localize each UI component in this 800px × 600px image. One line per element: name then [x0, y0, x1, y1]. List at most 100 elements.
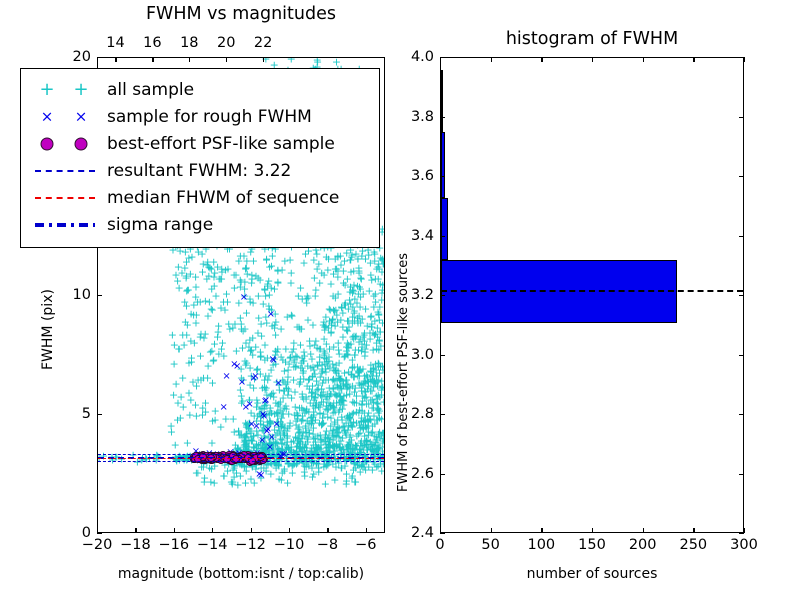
- data-point-all-sample: +: [241, 427, 251, 441]
- data-point-all-sample: +: [321, 352, 331, 366]
- data-point-all-sample: +: [316, 438, 326, 452]
- data-point-all-sample: +: [289, 336, 299, 350]
- data-point-all-sample: +: [277, 417, 287, 431]
- data-point-all-sample: +: [373, 359, 384, 373]
- data-point-all-sample: +: [310, 289, 320, 303]
- data-point-all-sample: +: [261, 253, 272, 267]
- data-point-all-sample: +: [274, 449, 284, 463]
- axis-tick: [739, 414, 744, 416]
- data-point-all-sample: +: [341, 340, 352, 354]
- data-point-all-sample: +: [303, 313, 313, 327]
- data-point-all-sample: +: [171, 453, 182, 467]
- data-point-all-sample: +: [341, 388, 352, 402]
- data-point-all-sample: +: [339, 350, 349, 364]
- legend-entry-1[interactable]: × × sample for rough FWHM: [29, 103, 371, 130]
- histogram-bar[interactable]: [441, 69, 443, 133]
- data-point-all-sample: +: [297, 452, 307, 466]
- data-point-all-sample: +: [364, 440, 374, 454]
- data-point-all-sample: +: [261, 457, 271, 471]
- data-point-all-sample: +: [329, 361, 339, 375]
- data-point-all-sample: +: [282, 429, 293, 443]
- data-point-all-sample: +: [375, 449, 384, 463]
- data-point-all-sample: +: [299, 440, 310, 454]
- data-point-all-sample: +: [304, 426, 315, 440]
- data-point-all-sample: +: [286, 440, 296, 454]
- data-point-all-sample: +: [326, 277, 336, 291]
- data-point-all-sample: +: [375, 360, 384, 374]
- data-point-all-sample: +: [320, 357, 330, 371]
- data-point-all-sample: +: [354, 418, 365, 432]
- data-point-all-sample: +: [346, 250, 357, 264]
- legend-entry-3[interactable]: resultant FWHM: 3.22: [29, 157, 371, 184]
- histogram-bar[interactable]: [441, 132, 446, 198]
- data-point-all-sample: +: [346, 337, 356, 351]
- data-point-all-sample: +: [319, 344, 329, 358]
- data-point-all-sample: +: [333, 413, 343, 427]
- data-point-all-sample: +: [285, 350, 296, 364]
- data-point-all-sample: +: [302, 402, 312, 416]
- legend-entry-5[interactable]: sigma range: [29, 211, 371, 238]
- data-point-all-sample: +: [309, 444, 320, 458]
- data-point-all-sample: +: [321, 437, 331, 451]
- plot-legend[interactable]: + + all sample × × sample for rough FWHM best-…: [20, 68, 380, 248]
- data-point-all-sample: +: [347, 286, 358, 300]
- data-point-all-sample: +: [200, 294, 210, 308]
- data-point-all-sample: +: [370, 457, 380, 471]
- data-point-all-sample: +: [325, 438, 335, 452]
- data-point-all-sample: +: [304, 405, 314, 419]
- data-point-all-sample: +: [302, 444, 312, 458]
- data-point-all-sample: +: [341, 467, 352, 481]
- data-point-all-sample: +: [336, 461, 346, 475]
- data-point-all-sample: +: [256, 433, 267, 447]
- data-point-all-sample: +: [344, 439, 354, 453]
- data-point-all-sample: +: [328, 373, 338, 387]
- data-point-all-sample: +: [347, 442, 357, 456]
- data-point-all-sample: +: [292, 440, 302, 454]
- data-point-all-sample: +: [246, 426, 256, 440]
- data-point-all-sample: +: [320, 320, 330, 334]
- data-point-all-sample: +: [324, 381, 334, 395]
- data-point-all-sample: +: [309, 253, 319, 267]
- data-point-rough-sample: ×: [241, 401, 251, 413]
- data-point-all-sample: +: [285, 351, 295, 365]
- data-point-all-sample: +: [259, 444, 270, 458]
- data-point-all-sample: +: [369, 380, 379, 394]
- data-point-all-sample: +: [261, 464, 271, 478]
- legend-entry-2[interactable]: best-effort PSF-like sample: [29, 130, 371, 157]
- histogram-plot-area[interactable]: [440, 57, 744, 533]
- data-point-all-sample: +: [170, 438, 180, 452]
- data-point-all-sample: +: [351, 329, 361, 343]
- data-point-all-sample: +: [234, 254, 244, 268]
- data-point-all-sample: +: [323, 373, 333, 387]
- data-point-all-sample: +: [305, 444, 315, 458]
- data-point-all-sample: +: [359, 438, 370, 452]
- data-point-all-sample: +: [212, 260, 223, 273]
- data-point-all-sample: +: [364, 379, 374, 393]
- data-point-all-sample: +: [182, 436, 192, 450]
- data-point-all-sample: +: [265, 414, 275, 428]
- data-point-all-sample: +: [357, 378, 367, 392]
- data-point-all-sample: +: [312, 358, 323, 371]
- data-point-all-sample: +: [335, 249, 345, 263]
- data-point-all-sample: +: [330, 428, 340, 442]
- data-point-all-sample: +: [257, 381, 267, 395]
- legend-entry-0[interactable]: + + all sample: [29, 76, 371, 103]
- data-point-all-sample: +: [285, 253, 295, 267]
- data-point-all-sample: +: [360, 463, 371, 477]
- data-point-all-sample: +: [294, 420, 304, 434]
- data-point-all-sample: +: [326, 411, 336, 425]
- data-point-all-sample: +: [284, 357, 294, 371]
- legend-entry-4[interactable]: median FHWM of sequence: [29, 184, 371, 211]
- data-point-all-sample: +: [368, 343, 378, 357]
- data-point-all-sample: +: [332, 440, 342, 454]
- data-point-all-sample: +: [257, 438, 268, 452]
- histogram-bar[interactable]: [441, 197, 449, 261]
- data-point-all-sample: +: [366, 384, 376, 398]
- data-point-all-sample: +: [218, 295, 229, 309]
- data-point-all-sample: +: [360, 342, 370, 356]
- data-point-all-sample: +: [345, 411, 355, 425]
- data-point-all-sample: +: [330, 405, 340, 419]
- legend-label: all sample: [107, 79, 195, 100]
- histogram-ytick-label: 2.6: [410, 465, 434, 482]
- data-point-all-sample: +: [355, 363, 365, 377]
